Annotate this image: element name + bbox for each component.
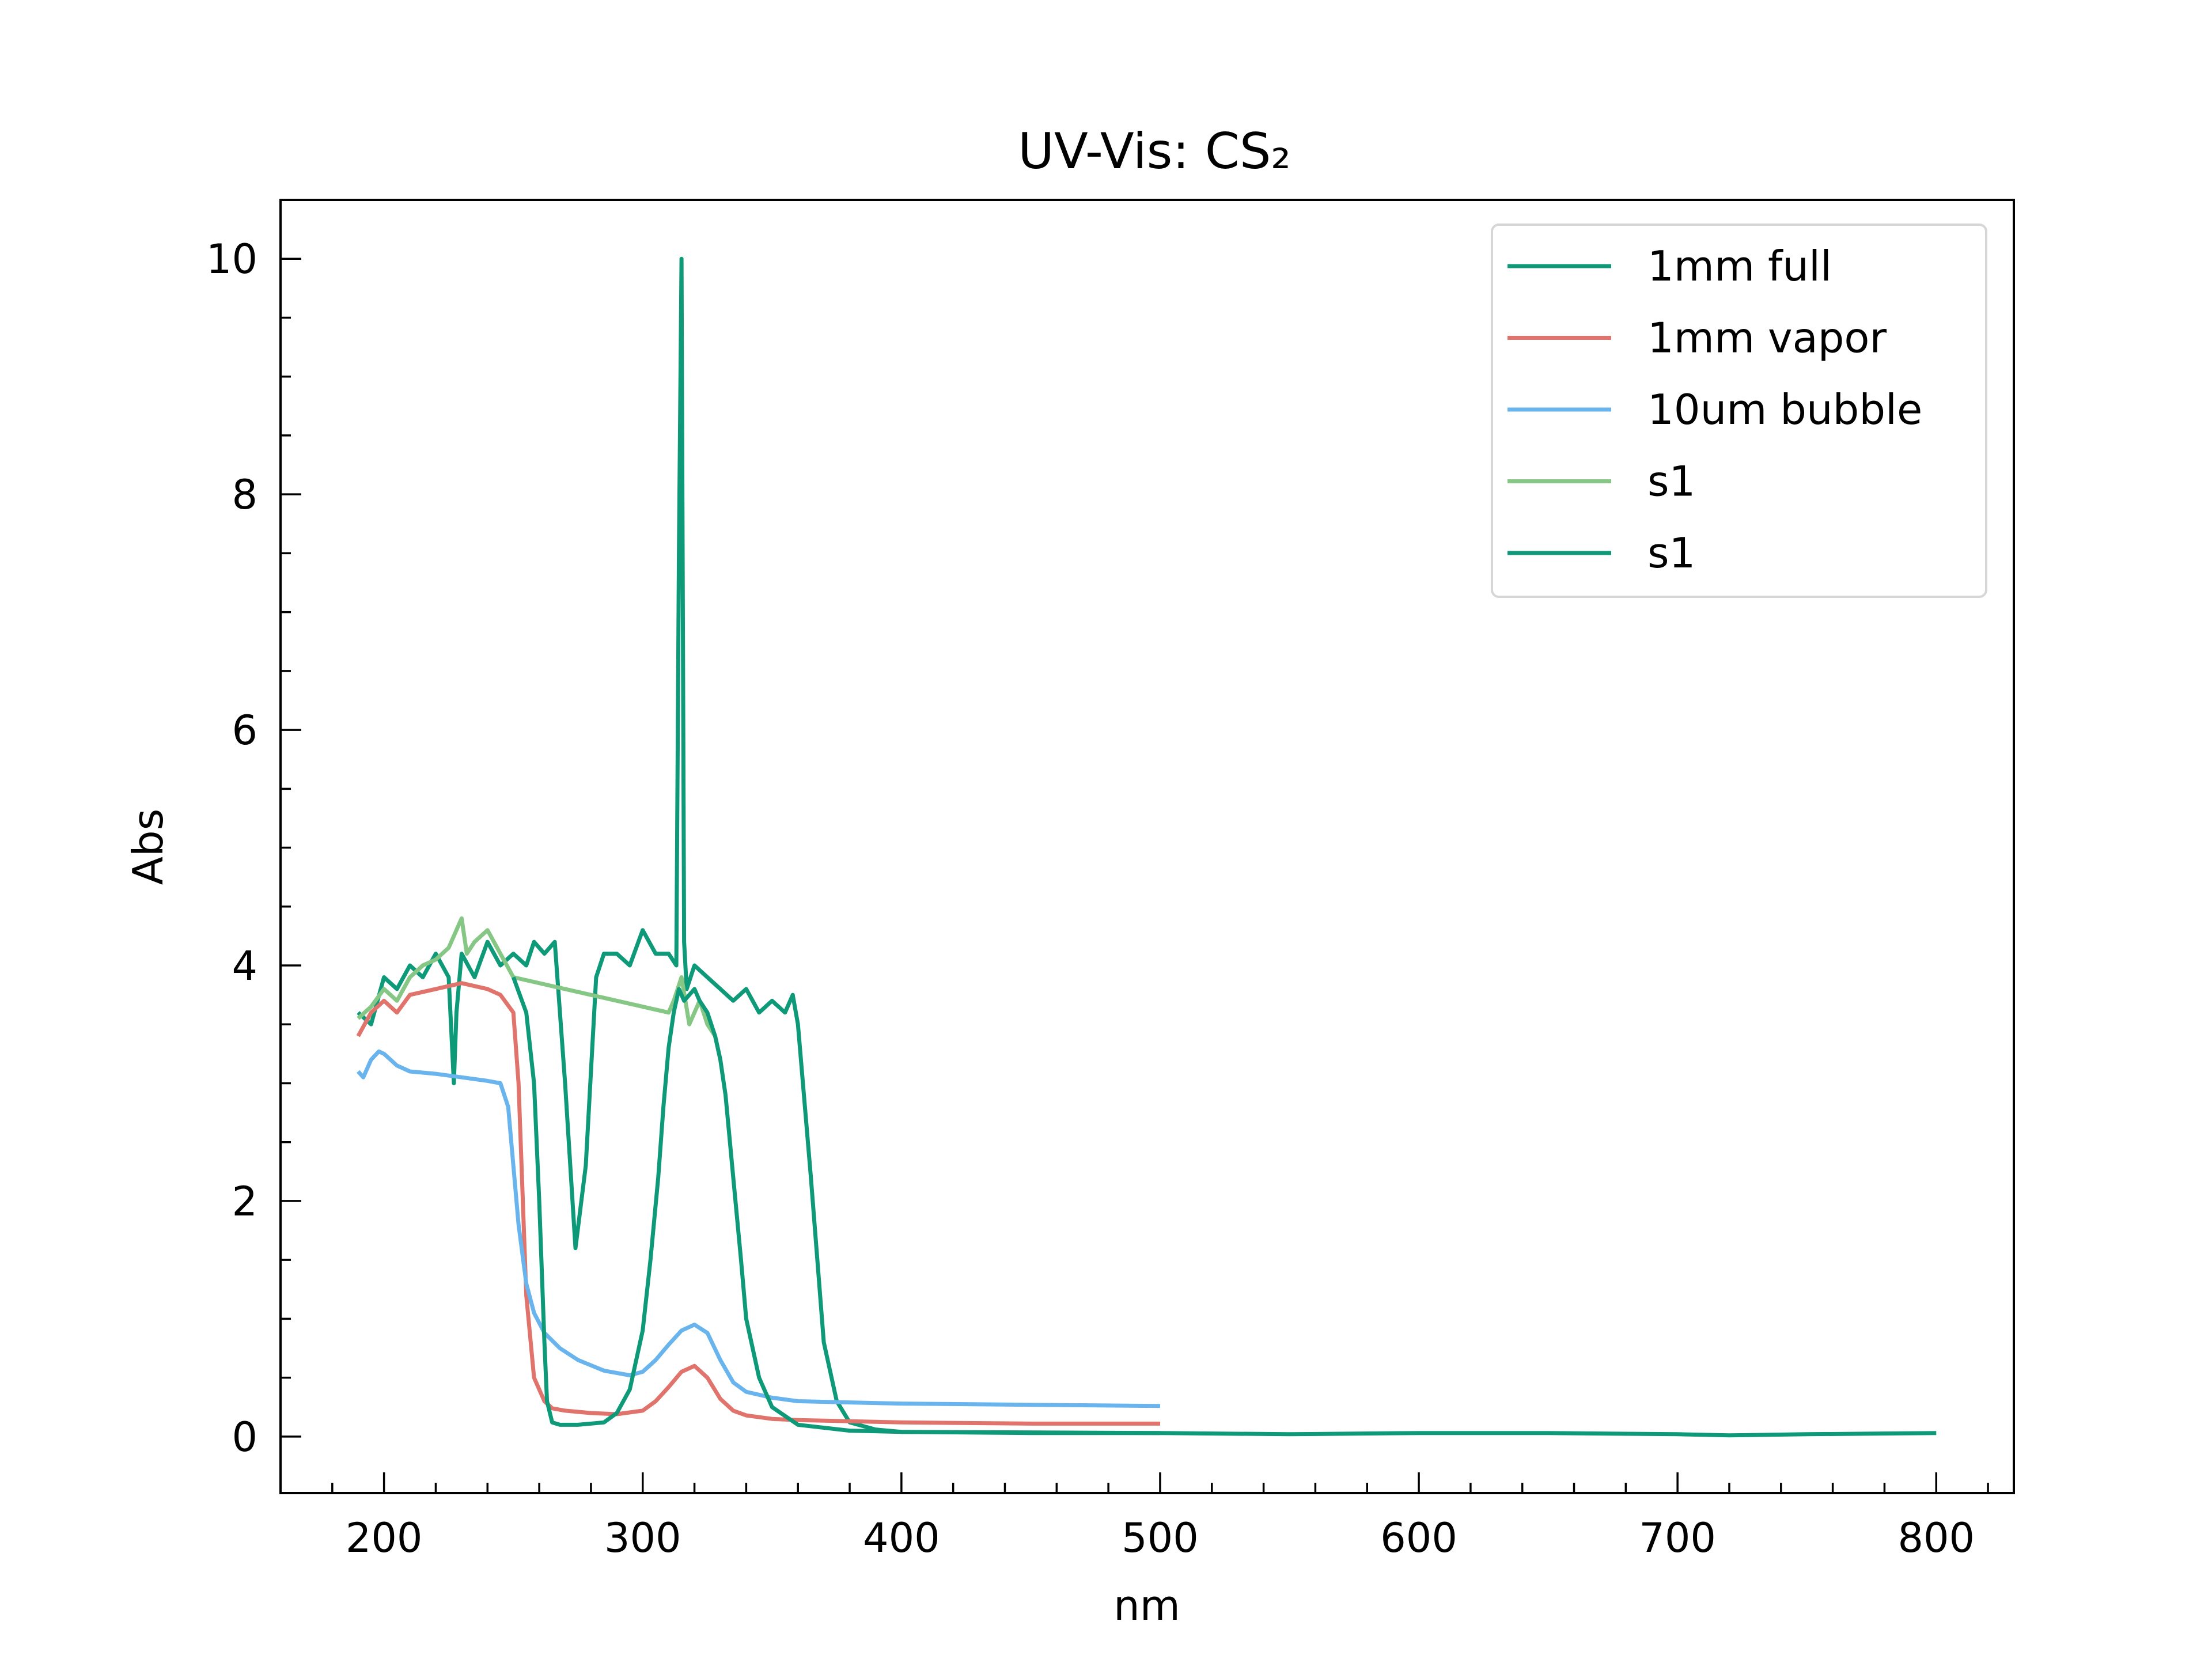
series-line-3 — [357, 1049, 1161, 1408]
x-tick-label: 200 — [346, 1514, 423, 1562]
y-tick-label: 6 — [232, 707, 257, 754]
x-tick-label: 300 — [604, 1514, 681, 1562]
legend-label-2: 1mm vapor — [1647, 314, 1887, 362]
series-line-4 — [357, 916, 722, 1060]
y-tick-label: 10 — [206, 236, 257, 283]
ticks-layer: 200 300 400 500 600 700 800 0 2 4 6 8 10 — [206, 236, 1989, 1562]
series-line-5 — [511, 976, 1161, 1435]
y-tick-label: 8 — [232, 471, 257, 518]
x-tick-label: 400 — [863, 1514, 940, 1562]
legend-label-3: 10um bubble — [1647, 385, 1922, 434]
legend-box — [1491, 224, 1987, 598]
chart-title: UV-Vis: CS₂ — [1018, 123, 1291, 180]
plot-frame — [279, 199, 2015, 1494]
legend-label-5: s1 — [1647, 529, 1695, 577]
y-tick-label: 4 — [232, 942, 257, 990]
y-axis-label: Abs — [124, 809, 172, 885]
y-tick-label: 2 — [232, 1178, 257, 1225]
legend: 1mm full 1mm vapor 10um bubble s1 s1 — [1491, 224, 1987, 598]
x-tick-label: 700 — [1639, 1514, 1716, 1562]
legend-label-1: 1mm full — [1647, 242, 1832, 290]
y-tick-label: 0 — [232, 1414, 257, 1461]
x-tick-label: 600 — [1380, 1514, 1457, 1562]
series-line-2 — [356, 981, 1160, 1426]
x-axis-label: nm — [1113, 1581, 1180, 1630]
series-layer — [356, 256, 1937, 1438]
x-tick-label: 800 — [1897, 1514, 1975, 1562]
legend-label-4: s1 — [1647, 457, 1695, 506]
x-tick-label: 500 — [1122, 1514, 1199, 1562]
